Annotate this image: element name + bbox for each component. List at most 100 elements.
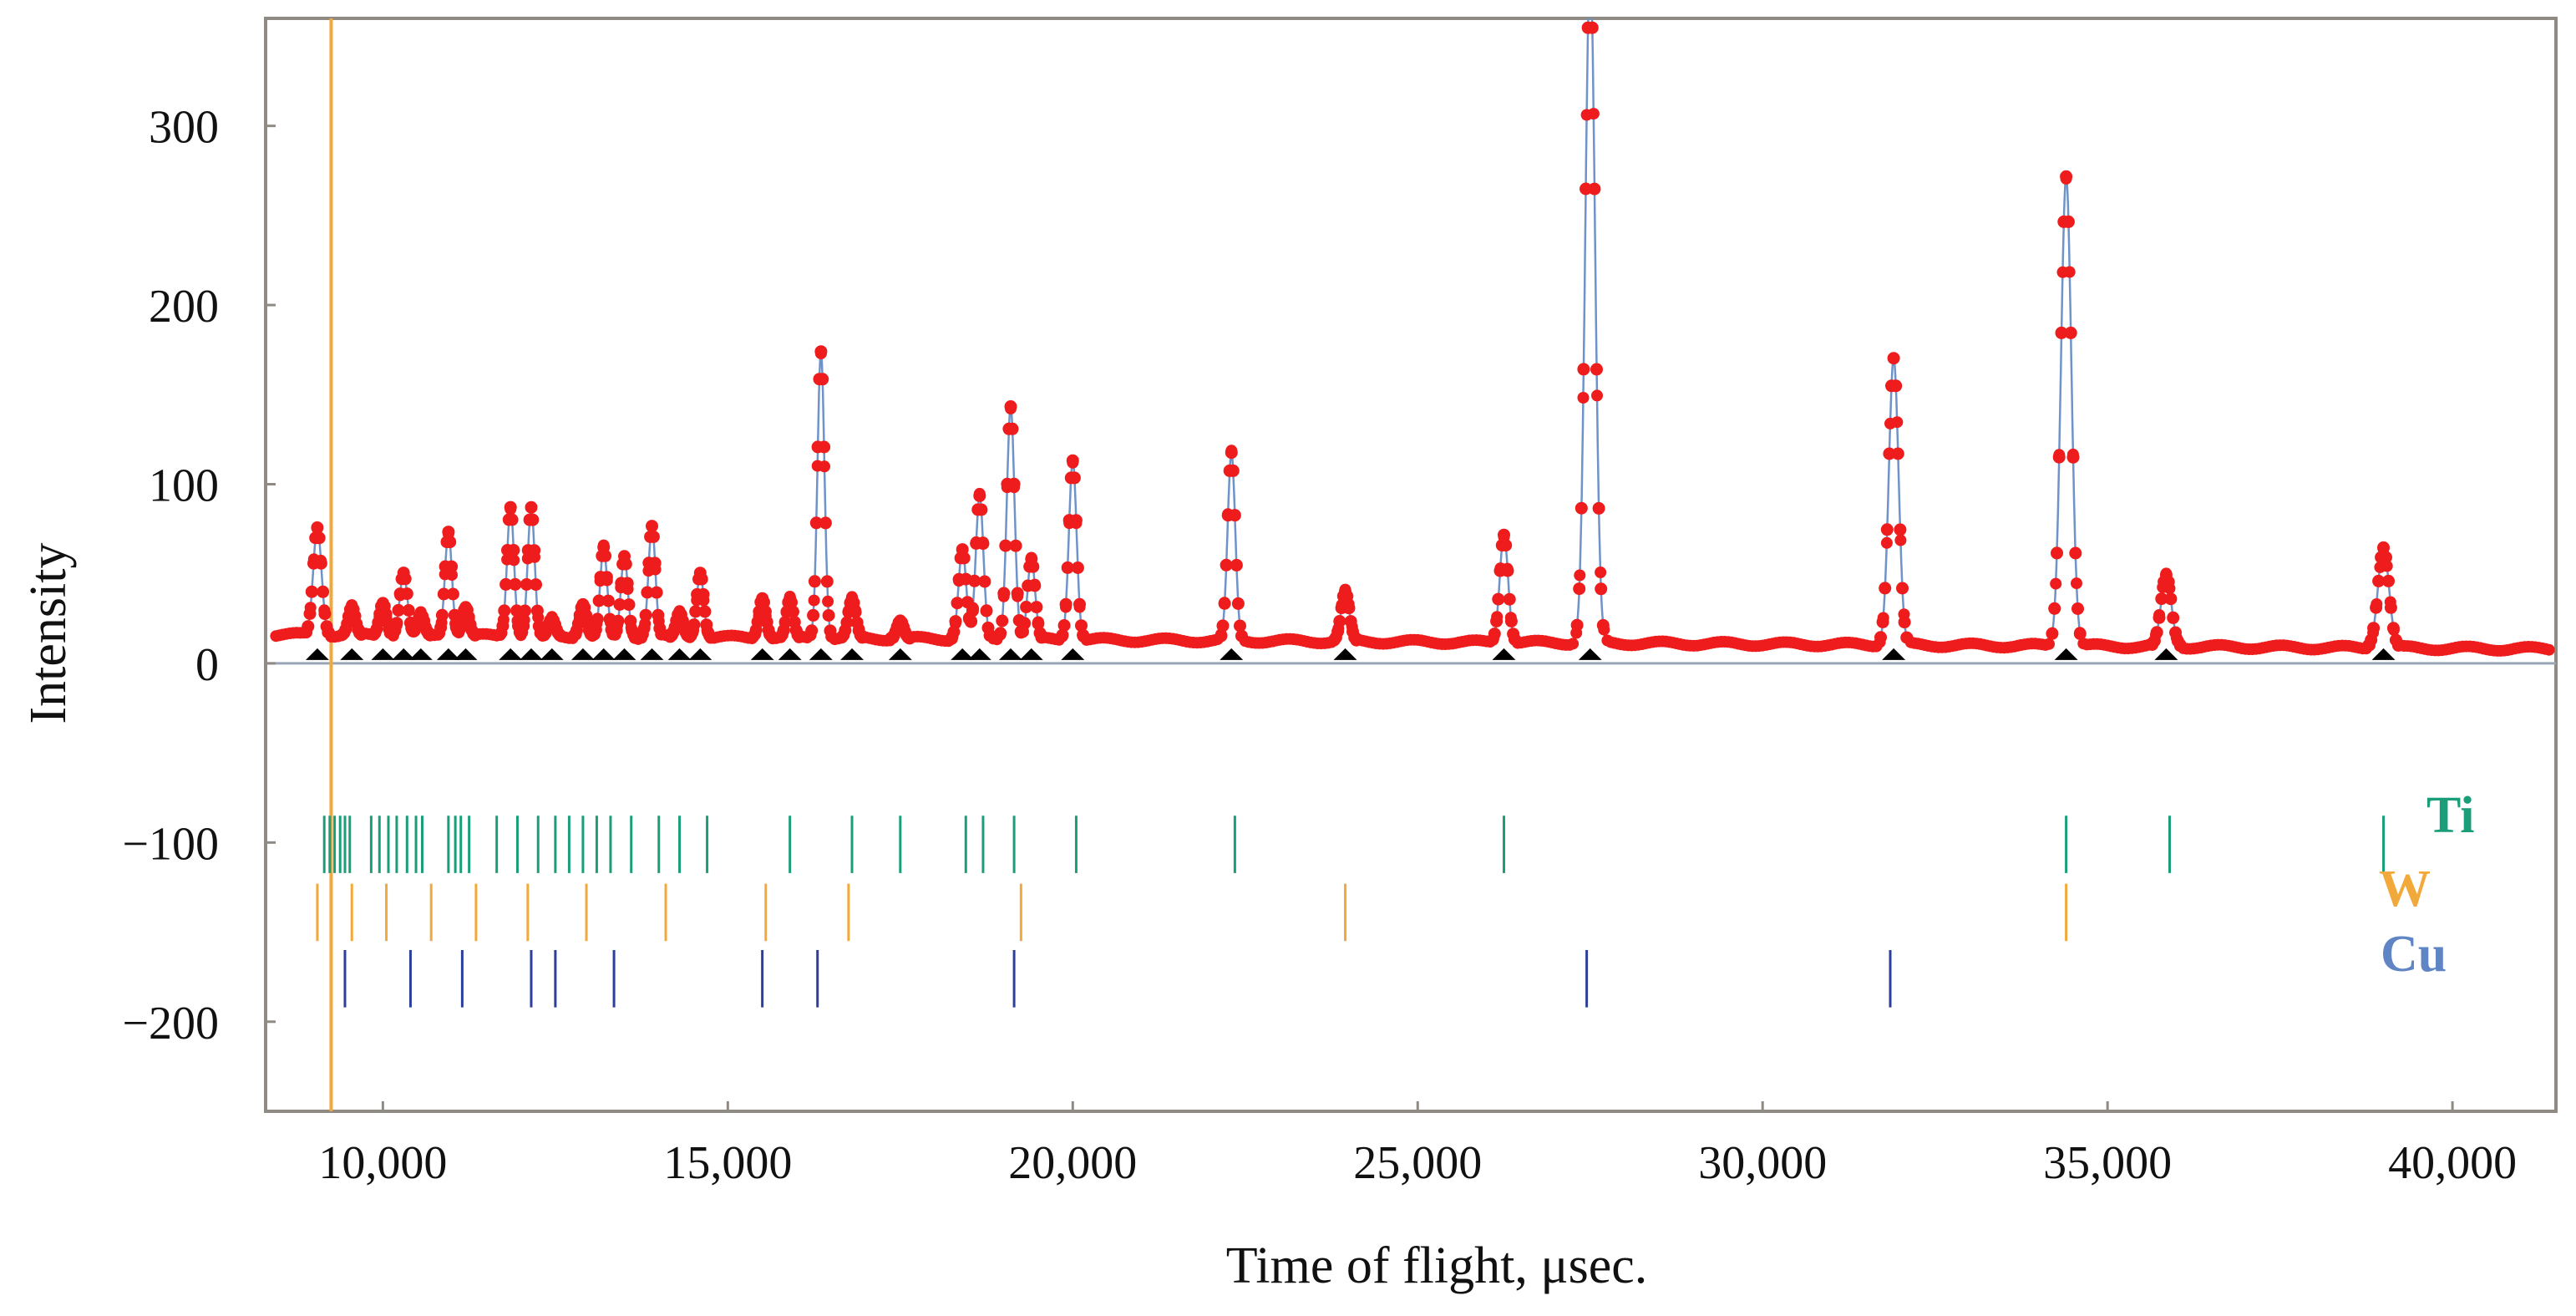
data-point — [689, 605, 702, 618]
data-point — [949, 615, 962, 628]
data-point — [1501, 564, 1514, 577]
difference-mark — [1492, 648, 1516, 660]
y-tick-label: 200 — [149, 281, 219, 333]
data-point — [303, 607, 317, 620]
data-point — [1573, 582, 1586, 596]
y-tick-label: 300 — [149, 102, 219, 154]
data-point — [793, 630, 806, 643]
difference-mark — [2371, 648, 2396, 660]
data-point — [2167, 611, 2180, 624]
data-point — [2071, 577, 2082, 590]
data-point — [639, 608, 652, 622]
data-point — [622, 598, 636, 612]
data-point — [965, 615, 978, 628]
data-point — [978, 575, 991, 588]
data-point — [1218, 597, 1231, 610]
data-point — [390, 617, 403, 630]
data-point — [1891, 447, 1904, 460]
data-point — [2384, 601, 2397, 614]
data-point — [758, 605, 772, 618]
data-point — [1075, 619, 1088, 633]
difference-mark — [1220, 648, 1244, 660]
data-point — [517, 619, 530, 633]
x-tick-label: 40,000 — [2388, 1137, 2517, 1189]
data-point — [621, 577, 634, 590]
data-point — [1588, 182, 1601, 196]
difference-mark — [371, 648, 395, 660]
data-point — [1585, 21, 1599, 34]
data-point — [648, 556, 662, 570]
data-point — [785, 596, 798, 609]
x-tick-label: 10,000 — [318, 1137, 447, 1189]
data-point — [2071, 602, 2084, 615]
data-point — [400, 587, 413, 601]
data-point — [1879, 582, 1892, 595]
data-point — [1894, 523, 1907, 536]
data-point — [314, 556, 327, 570]
data-point — [818, 440, 831, 454]
data-point — [2370, 601, 2383, 614]
data-point — [1596, 618, 1610, 632]
data-point — [1509, 633, 1522, 647]
data-point — [528, 544, 541, 557]
reflection-ticks-layer — [316, 816, 2386, 1008]
data-point — [1028, 579, 1042, 592]
difference-mark — [1019, 648, 1043, 660]
data-point — [1009, 539, 1022, 552]
data-point — [2386, 622, 2400, 635]
data-point — [1071, 561, 1084, 574]
data-point — [996, 614, 1009, 628]
data-point — [1900, 631, 1914, 644]
data-point — [508, 554, 520, 567]
data-point — [1595, 567, 1607, 578]
data-point — [2155, 592, 2168, 606]
data-point — [647, 530, 660, 543]
data-point — [2061, 215, 2075, 228]
data-point — [1006, 422, 1019, 435]
data-point — [1226, 464, 1240, 477]
data-point — [751, 615, 764, 628]
data-point — [1874, 631, 1887, 644]
data-point — [1490, 614, 1504, 628]
data-point — [435, 608, 449, 622]
data-point — [994, 627, 1007, 640]
data-point — [2153, 611, 2166, 624]
difference-mark — [436, 648, 460, 660]
data-point — [2043, 638, 2055, 650]
data-point — [592, 594, 606, 607]
data-point — [1059, 597, 1072, 611]
legend-label-ti: Ti — [2426, 787, 2474, 844]
data-point — [1342, 602, 1356, 615]
x-axis-title: Time of flight, μsec. — [1226, 1237, 1648, 1294]
data-point — [849, 606, 862, 619]
data-point — [402, 604, 415, 617]
data-point — [765, 630, 778, 643]
data-point — [822, 595, 834, 607]
data-point — [2162, 575, 2175, 588]
data-point — [1498, 528, 1510, 541]
y-axis-title: Intensity — [20, 543, 77, 724]
data-point — [498, 604, 511, 617]
observed-points-layer — [270, 21, 2555, 657]
data-point — [641, 586, 654, 599]
difference-mark — [750, 648, 774, 660]
data-point — [2066, 450, 2080, 464]
data-point — [819, 460, 830, 473]
data-point — [807, 608, 820, 622]
data-point — [589, 623, 602, 636]
difference-mark — [951, 648, 975, 660]
data-point — [2372, 574, 2386, 587]
x-tick-label: 15,000 — [663, 1137, 792, 1189]
data-point — [2365, 633, 2378, 647]
data-point — [1898, 616, 1911, 629]
data-point — [469, 628, 482, 642]
data-point — [822, 609, 835, 622]
data-point — [1225, 446, 1238, 460]
data-point — [819, 516, 832, 530]
data-point — [445, 560, 459, 573]
difference-mark — [840, 648, 865, 660]
data-point — [1020, 601, 1033, 613]
data-point — [1887, 352, 1900, 365]
data-point — [1066, 454, 1079, 467]
